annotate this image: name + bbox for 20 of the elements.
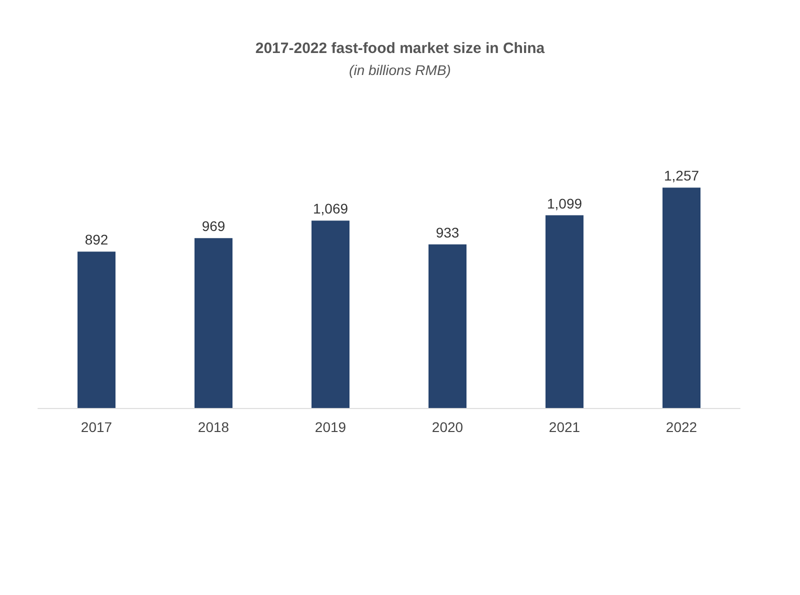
x-tick-label: 2021 (548, 419, 580, 435)
chart-title: 2017-2022 fast-food market size in China (255, 40, 546, 57)
bar (78, 252, 116, 408)
x-tick-label: 2020 (432, 419, 464, 435)
chart-subtitle: (in billions RMB) (349, 62, 451, 78)
data-label: 1,257 (664, 168, 700, 184)
bar (428, 244, 466, 408)
bar (662, 188, 700, 408)
x-tick-label: 2019 (314, 419, 346, 435)
x-tick-label: 2018 (198, 419, 230, 435)
x-tick-label: 2022 (666, 419, 698, 435)
data-label: 1,069 (312, 200, 348, 217)
bar (312, 220, 350, 408)
data-label: 969 (202, 218, 226, 234)
data-label: 892 (84, 232, 108, 248)
x-tick-label: 2017 (80, 419, 112, 435)
data-label: 933 (436, 224, 460, 240)
data-label: 1,099 (546, 195, 582, 212)
bar (194, 238, 232, 408)
bar (546, 215, 584, 408)
